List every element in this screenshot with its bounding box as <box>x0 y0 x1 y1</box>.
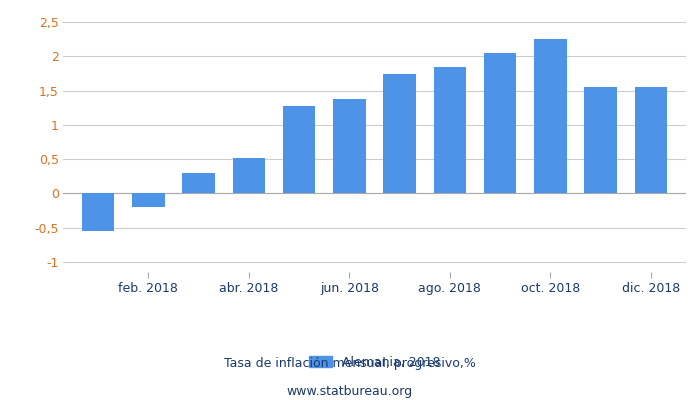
Bar <box>433 67 466 193</box>
Bar <box>182 173 215 193</box>
Bar <box>82 193 115 231</box>
Bar <box>384 74 416 193</box>
Bar <box>534 39 567 193</box>
Bar <box>333 99 365 193</box>
Text: Tasa de inflación mensual, progresivo,%: Tasa de inflación mensual, progresivo,% <box>224 358 476 370</box>
Bar <box>232 158 265 193</box>
Bar <box>634 86 667 193</box>
Bar <box>132 193 164 207</box>
Text: www.statbureau.org: www.statbureau.org <box>287 386 413 398</box>
Legend: Alemania, 2018: Alemania, 2018 <box>304 351 445 374</box>
Bar <box>584 86 617 193</box>
Bar <box>484 53 517 193</box>
Bar <box>283 106 316 193</box>
